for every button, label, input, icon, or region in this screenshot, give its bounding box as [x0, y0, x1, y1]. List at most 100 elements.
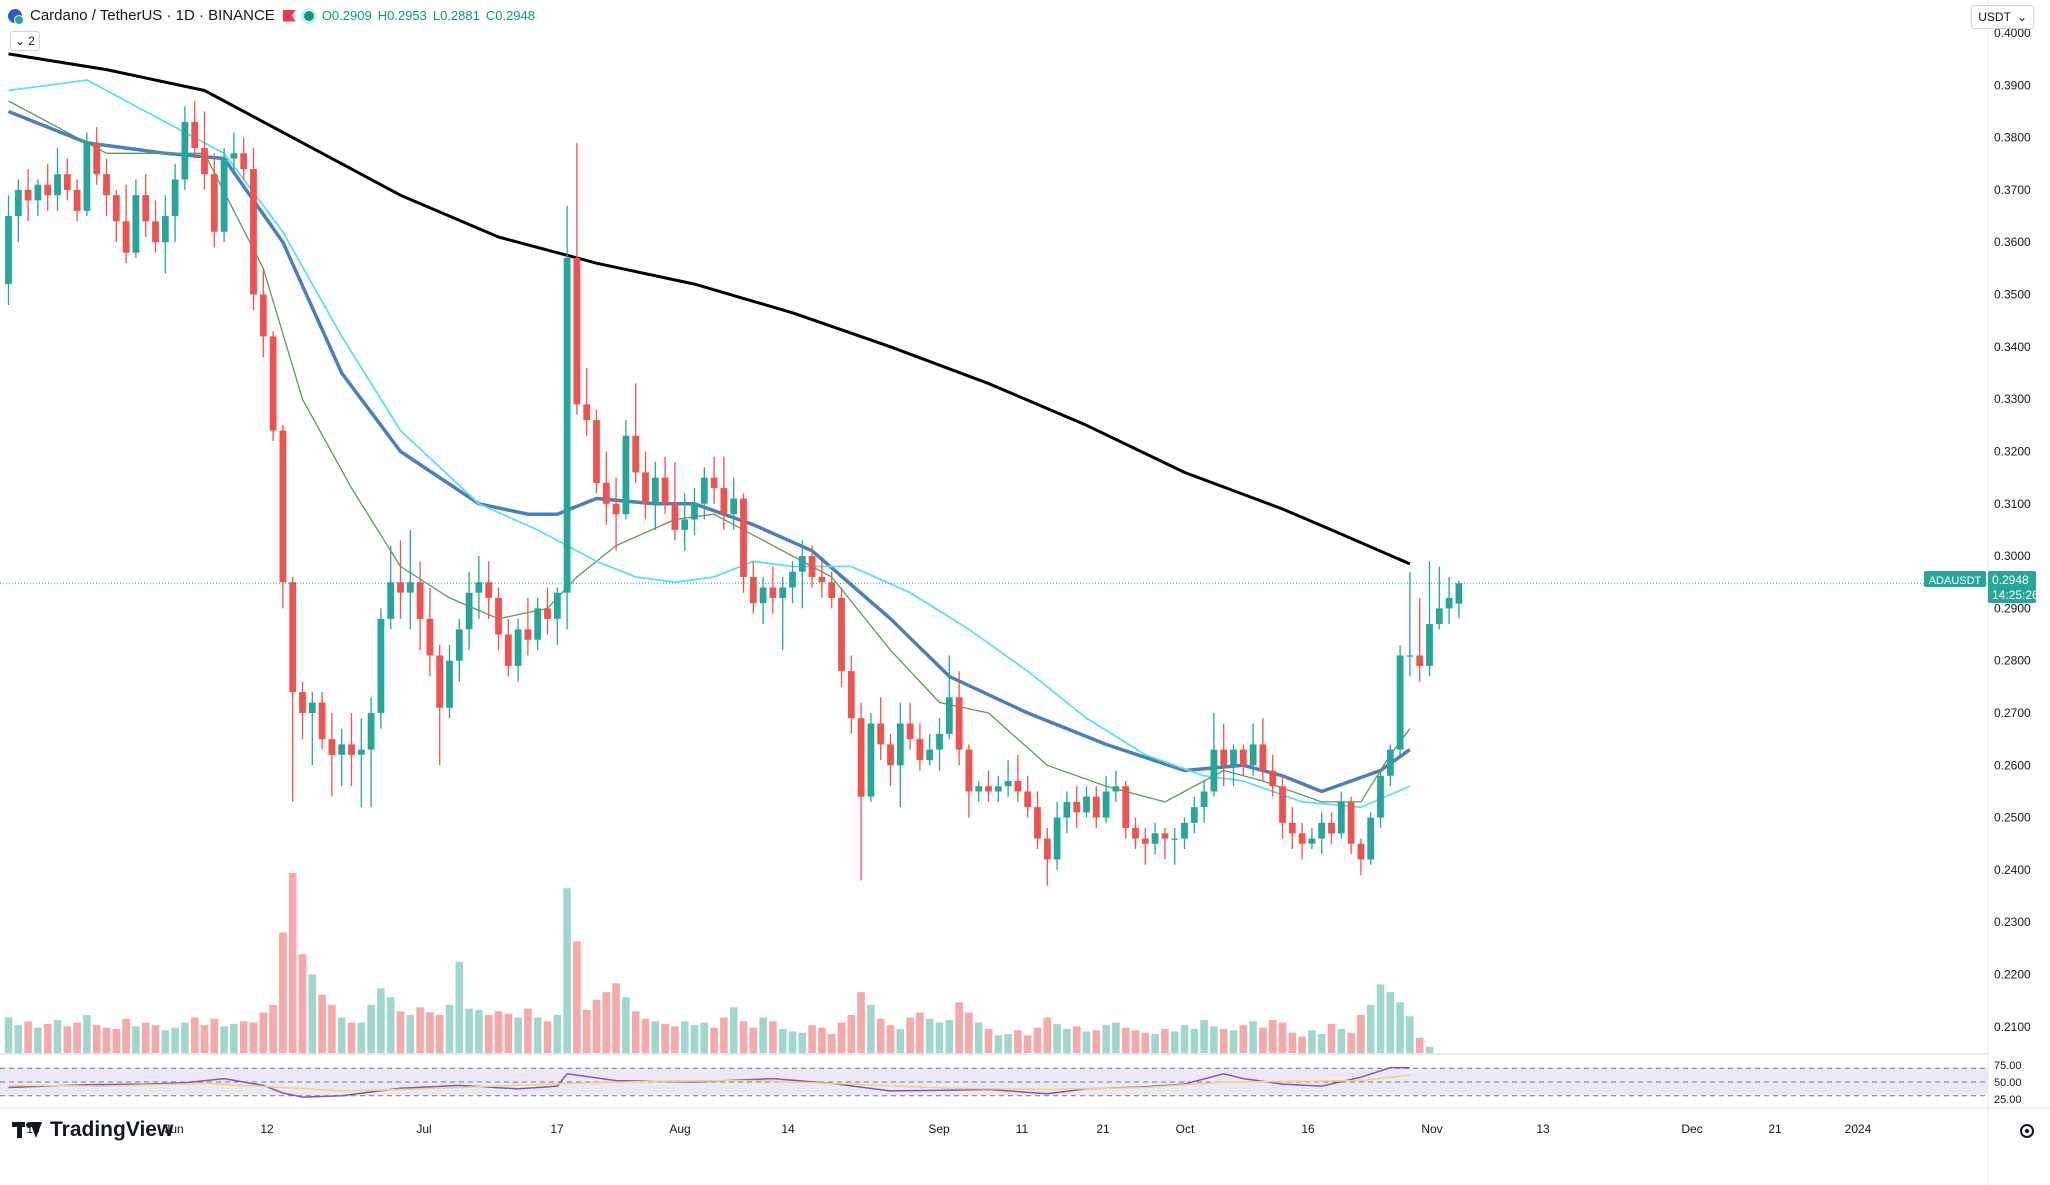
volume-bar: [700, 1022, 709, 1053]
candle: [1308, 828, 1316, 849]
tradingview-logo[interactable]: TradingView: [12, 1118, 173, 1142]
gear-icon[interactable]: [2020, 1124, 2034, 1138]
candle-body: [103, 174, 110, 196]
candle: [299, 681, 306, 740]
volume-bar: [83, 1014, 91, 1053]
candle: [1288, 807, 1296, 849]
candle: [955, 671, 963, 766]
time-tick-label: 11: [1016, 1122, 1029, 1136]
volume-bar: [1033, 1027, 1042, 1053]
candle-body: [1298, 833, 1306, 844]
volume-bar: [1259, 1027, 1267, 1053]
volume-bar: [1239, 1025, 1248, 1053]
candle-body: [1092, 796, 1100, 818]
price-tick-label: 0.3600: [1994, 235, 2031, 249]
candle-body: [220, 158, 228, 232]
candle: [887, 733, 894, 787]
candle: [730, 477, 738, 530]
candle-body: [720, 488, 728, 515]
volume-bar: [396, 1011, 405, 1053]
candle: [1269, 754, 1277, 797]
candle-body: [504, 634, 512, 666]
volume-bar: [690, 1025, 699, 1053]
candle: [171, 163, 179, 243]
volume-bar: [1396, 1002, 1404, 1053]
badge-symbol-bg: [1924, 571, 1986, 587]
volume-bar: [533, 1017, 542, 1053]
volume-bar: [171, 1027, 179, 1053]
volume-bar: [1023, 1035, 1032, 1053]
time-tick-label: Dec: [1681, 1122, 1702, 1136]
candle: [926, 733, 934, 766]
candle-body: [259, 294, 267, 337]
candle: [1014, 754, 1022, 802]
candle-body: [1122, 786, 1130, 829]
candle: [553, 587, 561, 645]
candle: [1455, 580, 1463, 619]
volume-bar: [63, 1026, 72, 1053]
candle: [1279, 775, 1286, 839]
volume-bar: [1180, 1025, 1189, 1053]
volume-bar: [749, 1027, 758, 1053]
volume-bar: [151, 1025, 160, 1053]
volume-bar: [43, 1023, 52, 1053]
indicators-collapse-button[interactable]: ⌄ 2: [10, 31, 40, 51]
symbol-title[interactable]: Cardano / TetherUS · 1D · BINANCE: [30, 7, 275, 24]
candle: [632, 383, 640, 483]
candle-body: [93, 142, 101, 175]
candle-body: [1406, 655, 1414, 657]
candle: [14, 179, 22, 243]
volume-bar: [1278, 1022, 1287, 1053]
flag-icon[interactable]: [282, 9, 296, 22]
candle: [475, 556, 483, 619]
candle-body: [632, 435, 640, 473]
volume-bar: [249, 1022, 258, 1053]
tradingview-logo-icon: [12, 1122, 42, 1138]
candle-body: [710, 477, 718, 489]
candle-body: [1161, 833, 1169, 839]
candle: [563, 205, 571, 630]
candle: [602, 451, 610, 525]
candle: [34, 179, 42, 217]
candle: [1122, 781, 1130, 839]
candle-body: [887, 744, 894, 766]
candle: [1190, 796, 1198, 834]
volume-bar: [994, 1035, 1003, 1053]
price-tick-label: 0.3100: [1994, 497, 2031, 511]
volume-bar: [1347, 1032, 1355, 1053]
currency-label: USDT: [1978, 10, 2011, 24]
candle-body: [602, 482, 610, 504]
volume-bar: [318, 994, 326, 1053]
volume-bar: [514, 1017, 522, 1053]
candle: [681, 493, 689, 551]
candle: [661, 456, 669, 515]
candle: [593, 409, 600, 494]
candle-body: [1063, 801, 1071, 818]
currency-selector[interactable]: USDT ⌄: [1971, 5, 2034, 29]
time-tick-label: 13: [1536, 1122, 1550, 1136]
candle-body: [171, 179, 179, 217]
market-open-icon: [303, 10, 314, 21]
price-tick-label: 0.3200: [1994, 444, 2031, 458]
candle: [720, 456, 728, 530]
candle-body: [112, 195, 120, 222]
candle: [847, 655, 855, 734]
candle-body: [583, 404, 591, 421]
candle-body: [1210, 749, 1218, 792]
last-price-badge: ADAUSDT 0.2948 14:25:26: [1924, 571, 2039, 603]
volume-bar: [1141, 1032, 1150, 1053]
candle: [5, 195, 12, 305]
candle: [651, 461, 659, 530]
volume-bar: [288, 873, 297, 1053]
volume-bar: [1357, 1014, 1365, 1053]
candle: [73, 179, 81, 222]
candle-body: [1328, 822, 1335, 834]
candle: [1249, 723, 1257, 776]
volume-bar: [298, 954, 307, 1053]
volume-bar: [602, 992, 611, 1053]
candle: [406, 529, 414, 630]
candle-body: [818, 577, 826, 583]
cardano-symbol-icon[interactable]: [8, 8, 24, 25]
badge-countdown: 14:25:26: [1992, 588, 2039, 602]
